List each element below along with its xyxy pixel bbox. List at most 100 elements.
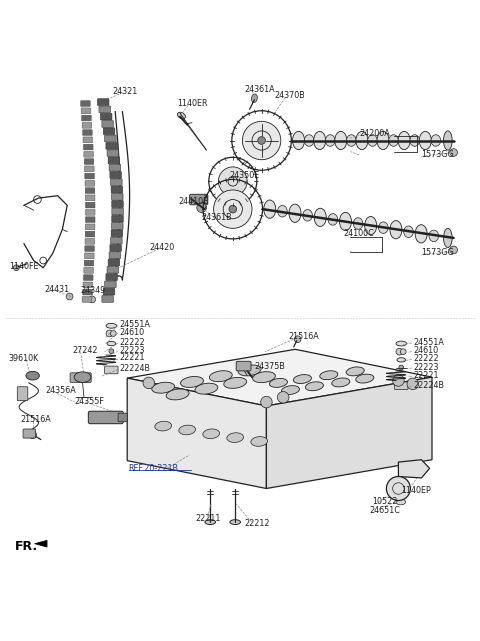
Ellipse shape xyxy=(155,421,171,431)
Text: 24610: 24610 xyxy=(119,328,144,337)
FancyBboxPatch shape xyxy=(84,144,93,150)
Text: 24420: 24420 xyxy=(150,243,175,252)
Circle shape xyxy=(106,330,113,337)
Polygon shape xyxy=(266,377,432,488)
Ellipse shape xyxy=(107,342,116,345)
Ellipse shape xyxy=(346,367,364,376)
FancyBboxPatch shape xyxy=(84,267,94,273)
Text: 24551A: 24551A xyxy=(119,320,150,329)
Ellipse shape xyxy=(390,221,402,239)
Circle shape xyxy=(143,377,155,388)
FancyBboxPatch shape xyxy=(84,166,94,172)
Text: 24651C: 24651C xyxy=(370,506,400,515)
Ellipse shape xyxy=(356,374,374,383)
FancyBboxPatch shape xyxy=(82,297,92,303)
Text: 1573GG: 1573GG xyxy=(421,151,454,160)
FancyBboxPatch shape xyxy=(107,267,119,273)
Text: REF.20-221B: REF.20-221B xyxy=(129,464,179,473)
Ellipse shape xyxy=(224,378,247,388)
Ellipse shape xyxy=(314,208,326,226)
Circle shape xyxy=(393,375,404,387)
Ellipse shape xyxy=(293,131,304,149)
Circle shape xyxy=(396,348,403,355)
Ellipse shape xyxy=(404,226,413,238)
Ellipse shape xyxy=(377,131,389,149)
FancyBboxPatch shape xyxy=(88,412,123,424)
Text: 27242: 27242 xyxy=(72,346,97,355)
Circle shape xyxy=(229,205,237,213)
Circle shape xyxy=(258,137,265,144)
Text: 1140EP: 1140EP xyxy=(401,487,431,495)
Polygon shape xyxy=(127,378,266,488)
Circle shape xyxy=(13,265,19,271)
FancyBboxPatch shape xyxy=(81,108,91,113)
Ellipse shape xyxy=(444,228,452,247)
FancyBboxPatch shape xyxy=(84,260,94,266)
Text: 22223: 22223 xyxy=(414,363,439,372)
Text: 24375B: 24375B xyxy=(254,362,285,370)
FancyBboxPatch shape xyxy=(84,275,93,281)
Ellipse shape xyxy=(356,131,368,149)
Ellipse shape xyxy=(410,135,420,146)
Ellipse shape xyxy=(396,341,407,346)
FancyBboxPatch shape xyxy=(102,296,113,303)
FancyBboxPatch shape xyxy=(109,252,120,258)
Ellipse shape xyxy=(368,135,377,146)
Text: 1140ER: 1140ER xyxy=(178,99,208,108)
Text: 22222: 22222 xyxy=(119,338,144,347)
Text: 24370B: 24370B xyxy=(275,92,305,101)
FancyBboxPatch shape xyxy=(110,244,121,251)
Text: 24610: 24610 xyxy=(414,345,439,354)
Ellipse shape xyxy=(398,131,410,149)
Ellipse shape xyxy=(415,225,427,243)
FancyBboxPatch shape xyxy=(110,172,121,178)
Text: 22222: 22222 xyxy=(414,354,439,363)
Ellipse shape xyxy=(320,370,338,379)
Ellipse shape xyxy=(335,131,347,149)
Ellipse shape xyxy=(353,218,363,229)
FancyBboxPatch shape xyxy=(81,101,90,106)
Circle shape xyxy=(214,190,252,228)
FancyBboxPatch shape xyxy=(82,122,92,128)
FancyBboxPatch shape xyxy=(106,142,118,149)
Ellipse shape xyxy=(289,204,301,222)
Ellipse shape xyxy=(230,520,240,524)
Ellipse shape xyxy=(365,217,377,235)
Text: FR.: FR. xyxy=(14,540,37,553)
FancyBboxPatch shape xyxy=(102,121,113,128)
Ellipse shape xyxy=(397,358,406,362)
Circle shape xyxy=(218,167,247,196)
Text: 22221: 22221 xyxy=(119,353,144,362)
Ellipse shape xyxy=(178,112,185,119)
Ellipse shape xyxy=(304,135,314,146)
FancyBboxPatch shape xyxy=(111,194,123,200)
Circle shape xyxy=(29,431,36,438)
FancyBboxPatch shape xyxy=(70,373,91,383)
Ellipse shape xyxy=(277,205,287,217)
Circle shape xyxy=(450,149,457,156)
FancyBboxPatch shape xyxy=(110,179,122,186)
Text: 22223: 22223 xyxy=(119,345,144,354)
Ellipse shape xyxy=(252,372,276,383)
FancyBboxPatch shape xyxy=(105,135,116,142)
Ellipse shape xyxy=(347,135,356,146)
FancyBboxPatch shape xyxy=(85,202,95,208)
Ellipse shape xyxy=(332,378,350,387)
FancyBboxPatch shape xyxy=(100,113,112,120)
Ellipse shape xyxy=(281,386,300,395)
Circle shape xyxy=(109,349,114,354)
Ellipse shape xyxy=(444,131,452,150)
FancyBboxPatch shape xyxy=(84,151,94,157)
Ellipse shape xyxy=(379,222,388,233)
Text: 24551A: 24551A xyxy=(414,338,444,347)
FancyBboxPatch shape xyxy=(85,238,95,244)
Circle shape xyxy=(197,203,206,213)
FancyBboxPatch shape xyxy=(85,188,95,194)
Text: 24350E: 24350E xyxy=(229,171,260,179)
Text: 24410B: 24410B xyxy=(179,197,209,206)
FancyBboxPatch shape xyxy=(106,274,118,280)
FancyBboxPatch shape xyxy=(109,164,120,171)
FancyBboxPatch shape xyxy=(85,224,95,229)
FancyBboxPatch shape xyxy=(23,429,36,438)
Text: 24321: 24321 xyxy=(113,87,138,96)
